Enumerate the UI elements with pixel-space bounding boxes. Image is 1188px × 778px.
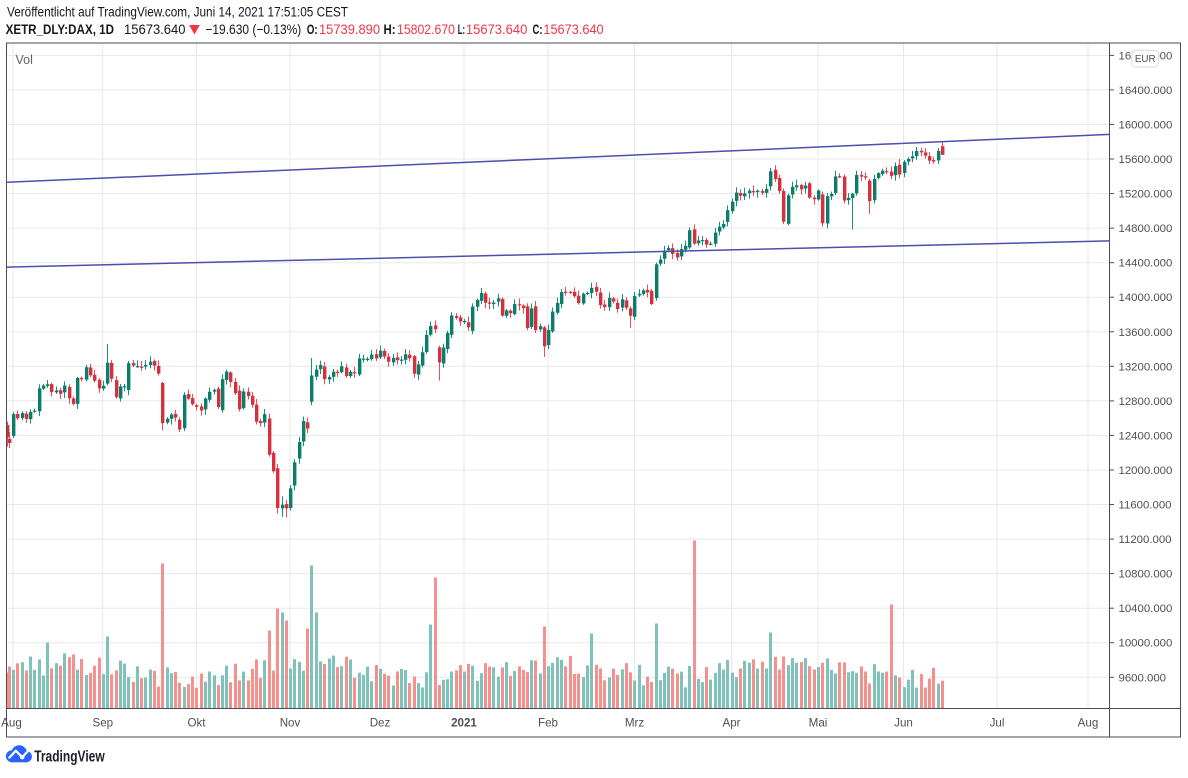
svg-text:12800.000: 12800.000 — [1119, 396, 1173, 408]
svg-text:16000.000: 16000.000 — [1119, 120, 1173, 132]
svg-text:15802.670: 15802.670 — [397, 22, 455, 37]
svg-text:14400.000: 14400.000 — [1119, 258, 1173, 270]
svg-text:Vol: Vol — [16, 53, 33, 67]
svg-text:Mai: Mai — [809, 717, 828, 730]
svg-text:Mrz: Mrz — [625, 717, 645, 730]
svg-text:Jun: Jun — [894, 717, 913, 730]
svg-text:Feb: Feb — [538, 717, 558, 730]
svg-text:15673.640: 15673.640 — [543, 22, 604, 37]
svg-text:9600.000: 9600.000 — [1119, 672, 1167, 684]
svg-text:2021: 2021 — [451, 717, 477, 730]
svg-text:14000.000: 14000.000 — [1119, 292, 1173, 304]
svg-text:11600.000: 11600.000 — [1119, 500, 1172, 512]
svg-text:Aug: Aug — [1, 717, 22, 730]
svg-text:15673.640: 15673.640 — [124, 22, 186, 37]
svg-text:EUR: EUR — [1135, 54, 1156, 65]
svg-text:O:: O: — [307, 22, 318, 37]
svg-text:XETR_DLY:DAX, 1D: XETR_DLY:DAX, 1D — [6, 22, 114, 37]
svg-text:10400.000: 10400.000 — [1119, 603, 1173, 615]
svg-text:Veröffentlicht auf TradingView: Veröffentlicht auf TradingView.com, Juni… — [7, 5, 348, 20]
svg-text:16400.000: 16400.000 — [1119, 85, 1173, 97]
svg-text:13600.000: 13600.000 — [1119, 327, 1173, 339]
svg-text:15739.890: 15739.890 — [319, 22, 380, 37]
svg-text:TradingView: TradingView — [34, 748, 105, 765]
svg-text:15200.000: 15200.000 — [1119, 189, 1173, 201]
svg-text:10800.000: 10800.000 — [1119, 569, 1173, 581]
svg-text:Dez: Dez — [370, 717, 391, 730]
svg-text:C:: C: — [533, 22, 543, 37]
svg-text:L:: L: — [458, 22, 465, 37]
svg-text:Sep: Sep — [92, 717, 113, 730]
svg-text:15673.640: 15673.640 — [466, 22, 528, 37]
svg-text:14800.000: 14800.000 — [1119, 223, 1173, 235]
svg-text:−19.630 (−0.13%): −19.630 (−0.13%) — [205, 22, 301, 37]
svg-text:12400.000: 12400.000 — [1119, 430, 1173, 442]
svg-text:10000.000: 10000.000 — [1119, 638, 1173, 650]
svg-text:12000.000: 12000.000 — [1119, 465, 1173, 477]
svg-text:Jul: Jul — [990, 717, 1005, 730]
svg-text:15600.000: 15600.000 — [1119, 154, 1173, 166]
svg-text:Nov: Nov — [280, 717, 301, 730]
svg-text:Apr: Apr — [722, 717, 740, 730]
svg-text:Aug: Aug — [1078, 717, 1099, 730]
svg-text:11200.000: 11200.000 — [1119, 534, 1172, 546]
svg-text:Okt: Okt — [187, 717, 206, 730]
svg-text:H:: H: — [384, 22, 396, 37]
svg-text:13200.000: 13200.000 — [1119, 361, 1173, 373]
